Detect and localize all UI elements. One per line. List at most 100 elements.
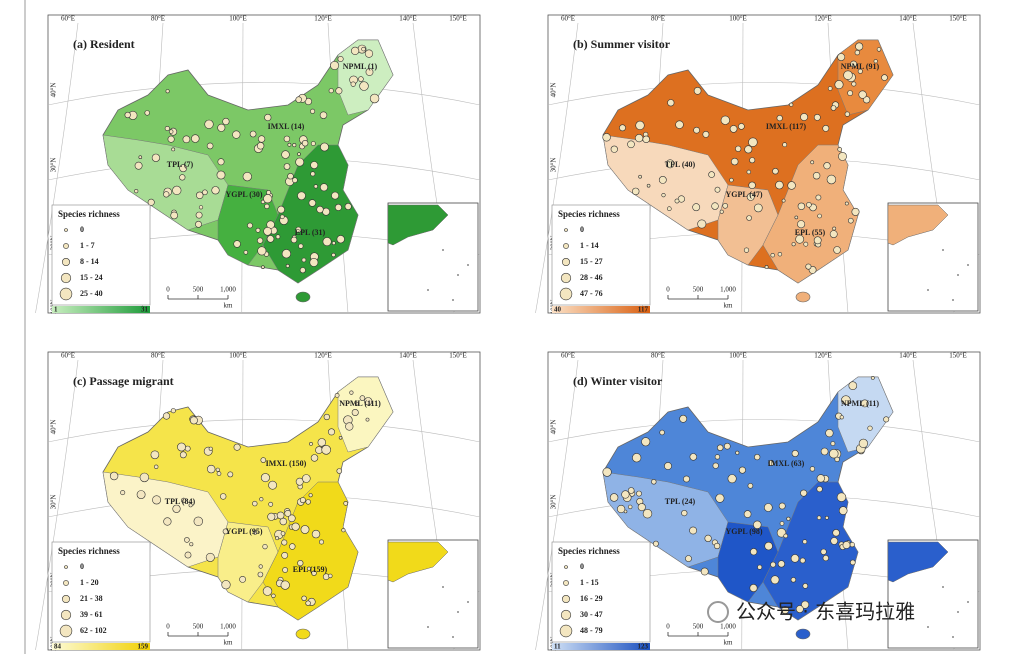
region-label: TPL (24) (665, 497, 696, 506)
legend-label: 1 - 14 (580, 241, 599, 250)
site-dot (621, 490, 630, 499)
site-dot (838, 506, 848, 515)
site-dot (172, 185, 182, 195)
site-dot (308, 199, 316, 207)
site-dot (109, 471, 119, 481)
site-dot (338, 436, 343, 440)
site-dot (217, 158, 225, 166)
site-dot (322, 237, 332, 247)
site-dot (881, 74, 888, 81)
site-dot (777, 252, 783, 257)
colorbar-min: 84 (54, 643, 62, 651)
site-dot (602, 467, 612, 477)
site-dot (658, 175, 667, 184)
site-dot (152, 495, 162, 505)
watermark-icon (707, 601, 729, 623)
lon-label: 120°E (314, 15, 332, 23)
site-dot (642, 509, 653, 519)
site-dot (321, 445, 332, 455)
site-dot (632, 453, 642, 463)
region-label: TPL (84) (165, 497, 196, 506)
region-label: IMXL (14) (268, 122, 305, 131)
site-dot (288, 514, 296, 523)
site-dot (876, 47, 882, 52)
site-dot (795, 234, 805, 244)
site-dot (646, 183, 651, 188)
lon-label: 100°E (229, 15, 247, 23)
legend-label: 15 - 27 (580, 257, 603, 266)
panel-title: (a) Resident (73, 37, 135, 51)
site-dot (849, 542, 855, 548)
meridian (35, 22, 79, 314)
site-dot (837, 147, 843, 152)
scale-label: 0 (666, 286, 670, 294)
watermark: 公众号 · 东喜玛拉雅 (736, 600, 915, 624)
site-dot (744, 145, 753, 154)
scale-label: 1,000 (220, 286, 236, 294)
site-dot (330, 60, 340, 70)
site-dot (860, 399, 869, 408)
site-dot (827, 86, 833, 91)
site-dot (714, 454, 720, 460)
site-dot (262, 544, 268, 550)
colorbar-min: 40 (554, 306, 562, 314)
site-dot (842, 541, 851, 549)
site-dot (207, 464, 216, 474)
site-dot (341, 528, 346, 533)
site-dot (820, 548, 827, 555)
site-dot (205, 552, 215, 562)
lon-label: 100°E (729, 352, 747, 360)
site-dot (822, 555, 829, 562)
legend-symbol (559, 287, 573, 301)
site-dot (343, 501, 349, 506)
panel-title: (c) Passage migrant (73, 374, 174, 388)
site-dot (783, 533, 788, 539)
inset-island (452, 636, 454, 638)
region-label: EPL (159) (293, 565, 328, 574)
site-dot (195, 220, 202, 228)
site-dot (637, 503, 646, 512)
scale-label: 500 (193, 286, 204, 294)
inset-island (427, 289, 429, 291)
site-dot (714, 542, 721, 550)
site-dot (837, 53, 846, 61)
legend-label: 8 - 14 (80, 257, 99, 266)
colorbar-max: 31 (141, 306, 149, 314)
colorbar (552, 306, 650, 313)
site-dot (262, 586, 273, 596)
site-dot (746, 192, 755, 201)
site-dot (295, 96, 302, 103)
site-dot (164, 126, 170, 132)
scale-unit: km (724, 302, 734, 310)
site-dot (242, 172, 252, 182)
site-dot (825, 428, 834, 438)
site-dot (867, 425, 873, 431)
site-dot (227, 471, 234, 478)
site-dot (351, 408, 359, 416)
site-dot (776, 114, 783, 122)
legend-title: Species richness (58, 546, 120, 556)
site-dot (267, 512, 276, 521)
site-dot (305, 499, 311, 505)
site-dot (349, 390, 354, 395)
inset-island (952, 636, 954, 638)
lat-label: 30°N (550, 158, 558, 173)
site-dot (714, 186, 721, 193)
site-dot (365, 68, 374, 76)
site-dot (308, 493, 313, 498)
site-dot (770, 575, 780, 585)
site-dot (266, 190, 271, 195)
lon-label: 150°E (449, 352, 467, 360)
site-dot (204, 119, 214, 129)
site-dot (310, 171, 316, 177)
lon-label: 60°E (61, 352, 75, 360)
legend-symbol (559, 624, 573, 638)
site-dot (290, 236, 298, 244)
inset-island (967, 601, 969, 603)
site-dot (816, 486, 823, 493)
legend-symbol (64, 228, 68, 232)
site-dot (770, 561, 776, 568)
site-dot (812, 172, 821, 180)
site-dot (328, 573, 333, 579)
site-dot (222, 528, 229, 535)
